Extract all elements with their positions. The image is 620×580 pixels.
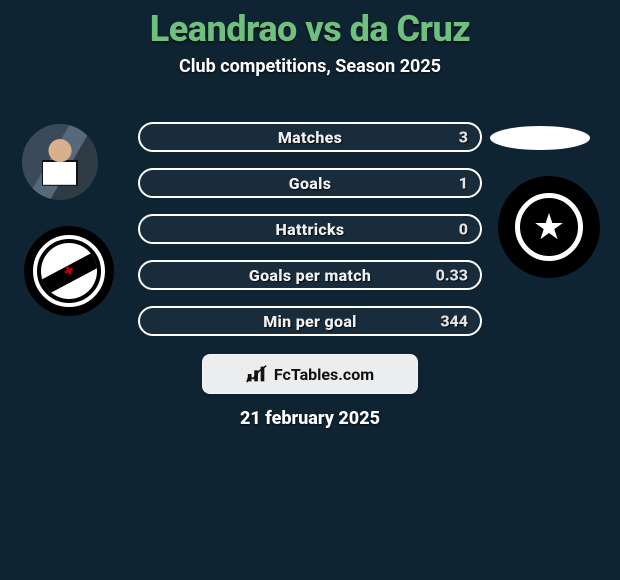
club-badge-left: ✚ [24,226,114,316]
stat-label: Goals per match [249,266,371,285]
stat-value: 0.33 [436,266,468,285]
stat-label: Hattricks [276,220,345,239]
club-badge-right: ★ [498,176,600,278]
stat-label: Matches [278,128,342,147]
stat-label: Min per goal [263,312,357,331]
stat-row: Hattricks 0 [138,214,482,244]
stat-value: 344 [440,312,468,331]
botafogo-crest-icon: ★ [507,185,591,269]
avatar-image-placeholder [22,124,98,200]
stat-value: 3 [459,128,468,147]
stat-row: Matches 3 [138,122,482,152]
bar-chart-icon [246,363,268,385]
branding-text: FcTables.com [274,365,374,384]
page-subtitle: Club competitions, Season 2025 [0,56,620,77]
player-right-avatar-placeholder [490,126,590,150]
stat-row: Goals per match 0.33 [138,260,482,290]
stat-label: Goals [289,174,331,193]
stat-value: 1 [459,174,468,193]
stat-row: Min per goal 344 [138,306,482,336]
branding-box: FcTables.com [202,354,418,394]
stat-value: 0 [459,220,468,239]
footer-date: 21 february 2025 [0,408,620,429]
stat-rows: Matches 3 Goals 1 Hattricks 0 Goals per match 0… [138,122,482,352]
stat-row: Goals 1 [138,168,482,198]
player-left-avatar [22,124,98,200]
vasco-crest-icon: ✚ [26,228,112,314]
page-title: Leandrao vs da Cruz [0,0,620,50]
